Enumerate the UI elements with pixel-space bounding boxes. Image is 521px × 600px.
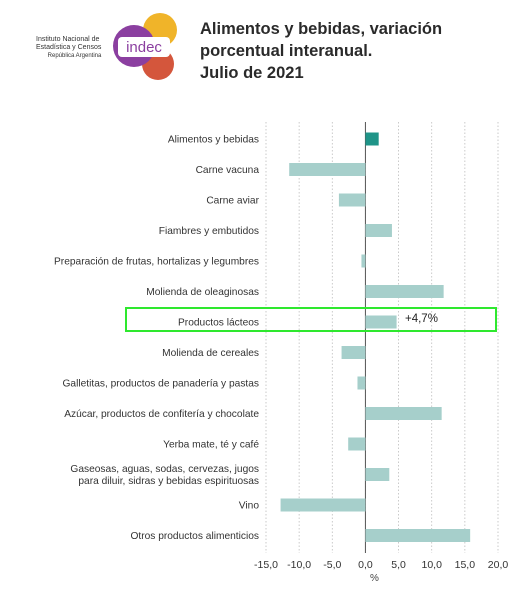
bar (365, 407, 442, 420)
tick-label: 5,0 (391, 559, 406, 571)
title-line-3: Julio de 2021 (200, 64, 304, 82)
tick-label: 0,0 (358, 559, 373, 571)
org-line-3: República Argentina (47, 53, 102, 59)
tick-label: 20,0 (488, 559, 509, 571)
category-label: Fiambres y embutidos (159, 226, 259, 237)
category-label: Molienda de cereales (162, 348, 259, 359)
bar (357, 376, 366, 390)
category-label: Galletitas, productos de panadería y pas… (62, 379, 259, 390)
bar (365, 224, 392, 237)
bar (365, 315, 397, 329)
indec-logo-graphic: indec (113, 13, 177, 80)
highlight-box (125, 307, 497, 332)
tick-label: -10,0 (287, 559, 311, 571)
x-axis-label: % (370, 573, 379, 584)
bar (361, 254, 366, 268)
category-label: Preparación de frutas, hortalizas y legu… (54, 257, 259, 268)
category-label: Yerba mate, té y café (163, 440, 259, 451)
category-label: Azúcar, productos de confitería y chocol… (64, 409, 259, 420)
org-line-2: Estadística y Censos (36, 44, 102, 51)
bar (280, 498, 366, 512)
logo-text: indec (126, 39, 162, 56)
chart-title: Alimentos y bebidas, variación porcentua… (200, 18, 500, 84)
bar (289, 163, 366, 176)
title-line-2: porcentual interanual. (200, 42, 373, 60)
org-name: Instituto Nacional de Estadística y Cens… (36, 36, 101, 60)
category-label: Alimentos y bebidas (168, 135, 259, 146)
bar (341, 346, 366, 359)
category-label: Carne vacuna (196, 165, 260, 176)
bar (365, 468, 390, 481)
tick-label: 15,0 (455, 559, 476, 571)
tick-label: -5,0 (323, 559, 341, 571)
bar (365, 285, 444, 298)
tick-label: 10,0 (421, 559, 442, 571)
bar (365, 132, 379, 146)
category-label: Vino (239, 501, 260, 512)
bar (365, 529, 471, 542)
logo-text-box (118, 37, 170, 57)
bar (338, 193, 366, 207)
category-label: Molienda de oleaginosas (146, 287, 259, 298)
indec-logo: indec Instituto Nacional de Estadística … (22, 12, 190, 84)
category-label: Gaseosas, aguas, sodas, cervezas, jugos p… (70, 464, 259, 487)
org-line-1: Instituto Nacional de (36, 36, 100, 43)
value-annotation: +4,7% (405, 313, 438, 325)
category-label: Otros productos alimenticios (130, 531, 259, 542)
tick-label: -15,0 (254, 559, 278, 571)
category-label: Productos lácteos (178, 318, 259, 329)
title-line-1: Alimentos y bebidas, variación (200, 20, 443, 38)
bar (348, 437, 366, 451)
category-label: Carne aviar (206, 196, 259, 207)
